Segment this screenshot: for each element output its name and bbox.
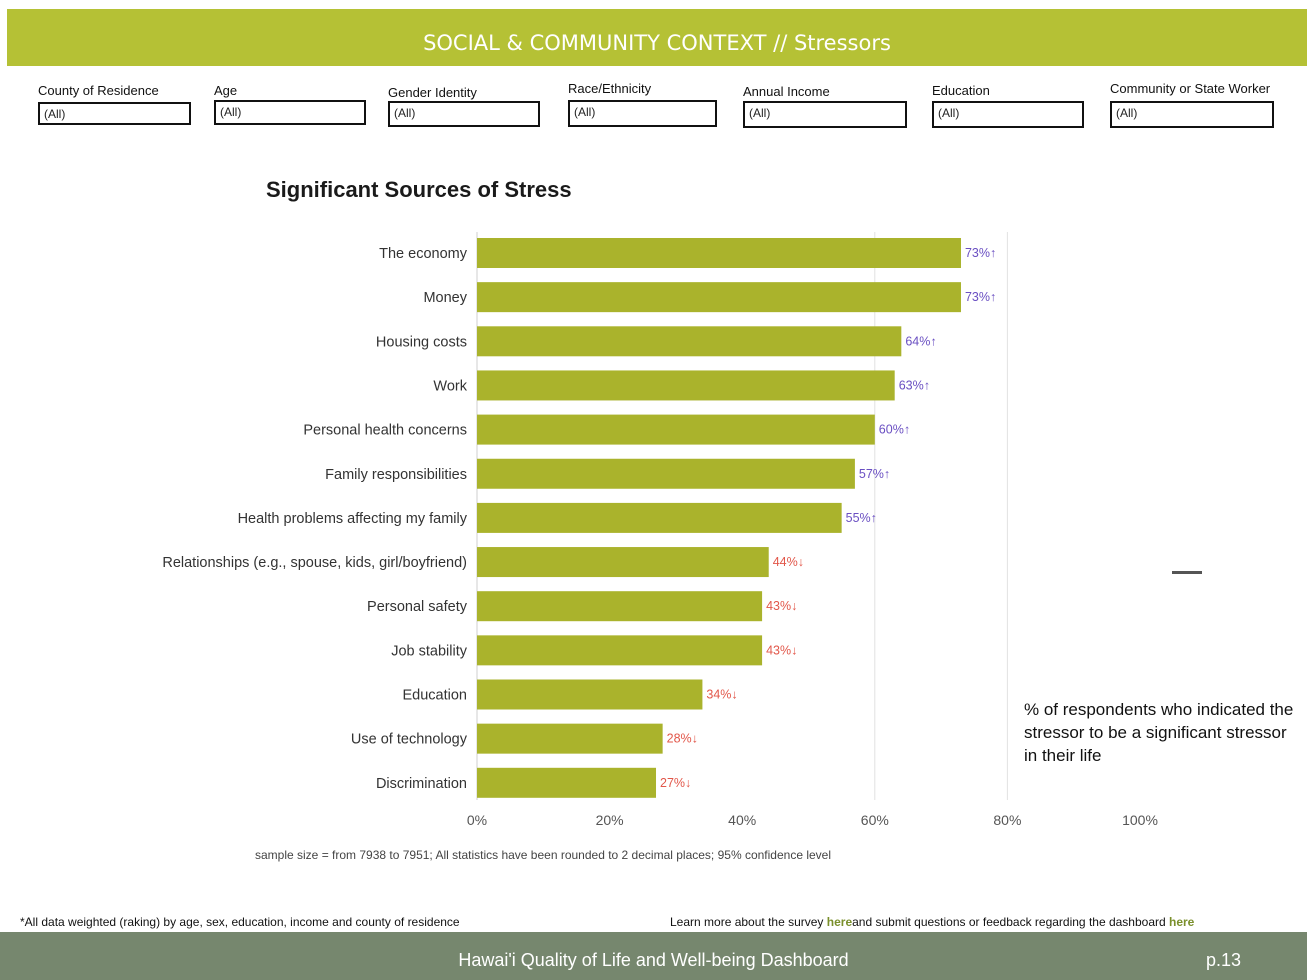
bar	[477, 282, 961, 313]
filter-worker-select[interactable]: (All)	[1110, 101, 1274, 128]
category-label: Family responsibilities	[325, 467, 467, 483]
filter-income-select[interactable]: (All)	[743, 101, 907, 128]
filter-education-label: Education	[932, 83, 990, 98]
bar	[477, 458, 855, 489]
filter-county-select[interactable]: (All)	[38, 102, 191, 125]
page-number: p.13	[1206, 950, 1242, 970]
feedback-link[interactable]: here	[1169, 915, 1195, 929]
data-label: 73%↑	[965, 290, 996, 304]
footer-title: Hawai'i Quality of Life and Well-being D…	[458, 950, 849, 970]
x-tick-label: 20%	[596, 812, 624, 828]
filter-income-label: Annual Income	[743, 84, 830, 99]
data-label: 44%↓	[773, 555, 804, 569]
filter-gender-label: Gender Identity	[388, 85, 477, 100]
bar	[477, 591, 763, 622]
filter-age-select[interactable]: (All)	[214, 100, 366, 125]
x-tick-label: 40%	[728, 812, 756, 828]
x-tick-label: 80%	[993, 812, 1021, 828]
data-label: 43%↓	[766, 643, 797, 657]
category-label: Discrimination	[376, 776, 467, 792]
bar	[477, 502, 842, 533]
learn-more: Learn more about the survey hereand subm…	[670, 915, 1194, 929]
filter-race-select[interactable]: (All)	[568, 100, 717, 127]
page-footer: Hawai'i Quality of Life and Well-being D…	[0, 932, 1307, 980]
category-label: Use of technology	[351, 732, 468, 748]
learn-middle: and submit questions or feedback regardi…	[852, 915, 1169, 929]
category-label: Money	[423, 290, 467, 306]
category-label: The economy	[379, 246, 468, 262]
filter-worker-label: Community or State Worker	[1110, 81, 1271, 96]
bar	[477, 679, 703, 710]
category-label: Job stability	[391, 643, 468, 659]
data-label: 43%↓	[766, 599, 797, 613]
filter-county-label: County of Residence	[38, 83, 159, 98]
bar	[477, 547, 769, 578]
filter-race-label: Race/Ethnicity	[568, 81, 652, 96]
category-label: Relationships (e.g., spouse, kids, girl/…	[162, 555, 467, 571]
category-label: Health problems affecting my family	[238, 511, 468, 527]
data-label: 57%↑	[859, 467, 890, 481]
data-label: 28%↓	[667, 732, 698, 746]
bar	[477, 635, 763, 666]
page-title: SOCIAL & COMMUNITY CONTEXT // Stressors	[423, 31, 891, 55]
data-label: 64%↑	[905, 334, 936, 348]
data-label: 34%↓	[706, 688, 737, 702]
chart-title: Significant Sources of Stress	[266, 177, 572, 202]
x-tick-label: 60%	[861, 812, 889, 828]
bar	[477, 238, 961, 268]
filter-age-label: Age	[214, 83, 238, 98]
learn-prefix: Learn more about the survey	[670, 915, 827, 929]
bar	[477, 723, 663, 754]
category-label: Personal safety	[367, 599, 468, 615]
bar	[477, 326, 902, 357]
x-tick-label: 100%	[1122, 812, 1158, 828]
data-label: 73%↑	[965, 246, 996, 260]
category-label: Work	[433, 378, 467, 394]
category-label: Housing costs	[376, 334, 467, 350]
x-tick-label: 0%	[467, 812, 487, 828]
filter-gender-select[interactable]: (All)	[388, 101, 540, 127]
filter-education-select[interactable]: (All)	[932, 101, 1084, 128]
data-label: 27%↓	[660, 776, 691, 790]
bar	[477, 414, 875, 445]
legend-dash	[1172, 571, 1202, 574]
data-label: 60%↑	[879, 423, 910, 437]
legend-note: % of respondents who indicated the stres…	[1024, 700, 1294, 765]
sample-note: sample size = from 7938 to 7951; All sta…	[255, 848, 832, 862]
survey-link[interactable]: here	[826, 915, 853, 929]
category-label: Education	[403, 688, 468, 704]
weighting-footnote: *All data weighted (raking) by age, sex,…	[20, 915, 460, 929]
data-label: 55%↑	[846, 511, 877, 525]
bar	[477, 767, 657, 798]
data-label: 63%↑	[899, 378, 930, 392]
page-header: SOCIAL & COMMUNITY CONTEXT // Stressors	[7, 9, 1307, 66]
category-label: Personal health concerns	[303, 423, 467, 439]
bar	[477, 370, 895, 401]
